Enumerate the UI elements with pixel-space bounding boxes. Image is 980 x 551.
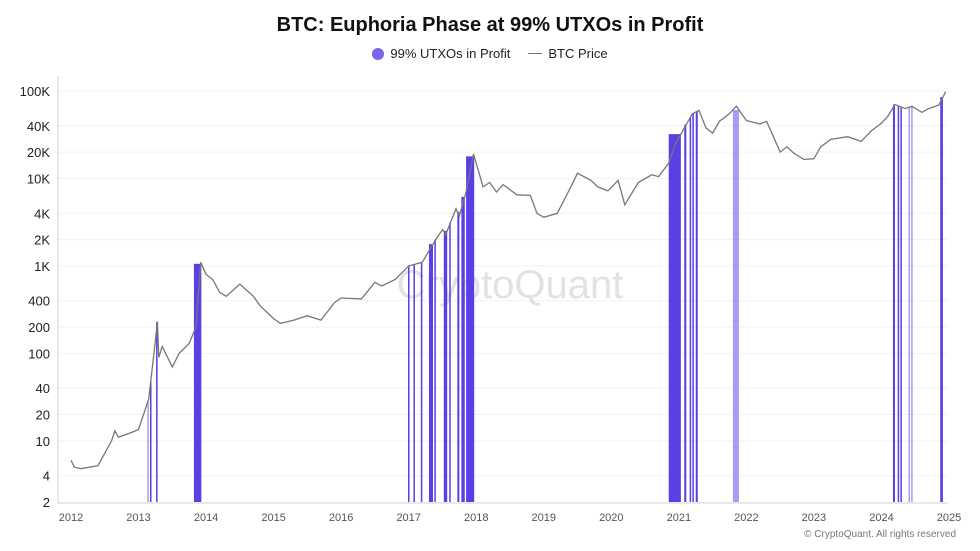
- legend-dot-icon: [372, 47, 385, 60]
- legend: 99% UTXOs in Profit BTC Price: [0, 46, 980, 61]
- euphoria-bar: [692, 113, 694, 502]
- euphoria-bar: [689, 117, 692, 502]
- euphoria-bar: [668, 134, 681, 502]
- x-tick-label: 2025: [937, 512, 961, 524]
- x-tick-label: 2013: [126, 512, 150, 524]
- euphoria-bar: [428, 244, 434, 502]
- y-tick-label: 400: [28, 294, 50, 309]
- euphoria-bar: [193, 263, 202, 502]
- chart-title: BTC: Euphoria Phase at 99% UTXOs in Prof…: [276, 14, 704, 36]
- x-tick-label: 2012: [59, 512, 83, 524]
- copyright: © CryptoQuant. All rights reserved: [804, 529, 956, 540]
- legend-item-price[interactable]: BTC Price: [528, 46, 608, 61]
- euphoria-bar: [420, 262, 423, 502]
- euphoria-bar: [150, 381, 152, 502]
- x-tick-label: 2022: [734, 512, 758, 524]
- y-tick-label: 20K: [27, 145, 50, 160]
- y-tick-label: 4: [43, 469, 50, 484]
- legend-label-utxo: 99% UTXOs in Profit: [390, 46, 511, 61]
- x-tick-label: 2023: [802, 512, 826, 524]
- y-tick-label: 40: [36, 381, 50, 396]
- y-tick-label: 40K: [27, 119, 50, 134]
- euphoria-bar: [695, 111, 698, 503]
- euphoria-bar: [457, 211, 460, 502]
- y-tick-label: 20: [36, 408, 50, 423]
- euphoria-bar: [156, 321, 158, 502]
- legend-label-price: BTC Price: [548, 46, 608, 61]
- y-tick-label: 10K: [27, 171, 50, 186]
- euphoria-bar: [732, 109, 739, 502]
- x-tick-label: 2019: [532, 512, 556, 524]
- btc-price-line: [70, 91, 947, 470]
- y-tick-label: 2K: [34, 233, 50, 248]
- euphoria-bar: [434, 239, 436, 503]
- y-tick-label: 4K: [34, 206, 50, 221]
- euphoria-bar: [911, 106, 913, 503]
- x-tick-label: 2020: [599, 512, 623, 524]
- x-tick-label: 2015: [261, 512, 285, 524]
- x-tick-label: 2016: [329, 512, 353, 524]
- euphoria-bar: [684, 124, 687, 503]
- euphoria-bar: [466, 156, 475, 502]
- x-tick-label: 2014: [194, 512, 218, 524]
- euphoria-bar: [900, 106, 902, 503]
- y-tick-label: 1K: [34, 259, 50, 274]
- y-tick-label: 200: [28, 320, 50, 335]
- euphoria-bar: [413, 264, 415, 502]
- euphoria-bar: [908, 107, 910, 502]
- euphoria-bar: [892, 104, 895, 503]
- legend-line-icon: [528, 52, 543, 55]
- euphoria-bar: [449, 222, 451, 502]
- euphoria-bar: [147, 401, 149, 502]
- y-tick-label: 2: [43, 495, 50, 510]
- euphoria-bar: [408, 265, 410, 502]
- x-tick-label: 2018: [464, 512, 488, 524]
- x-tick-label: 2021: [667, 512, 691, 524]
- y-tick-label: 100K: [20, 84, 51, 99]
- euphoria-bar: [940, 97, 943, 502]
- y-tick-label: 10: [36, 434, 50, 449]
- euphoria-bar: [897, 105, 900, 503]
- x-tick-label: 2017: [396, 512, 420, 524]
- legend-item-utxo[interactable]: 99% UTXOs in Profit: [372, 46, 510, 61]
- x-tick-label: 2024: [869, 512, 893, 524]
- euphoria-bar: [461, 196, 465, 502]
- euphoria-bar: [443, 230, 448, 502]
- y-tick-label: 100: [28, 346, 50, 361]
